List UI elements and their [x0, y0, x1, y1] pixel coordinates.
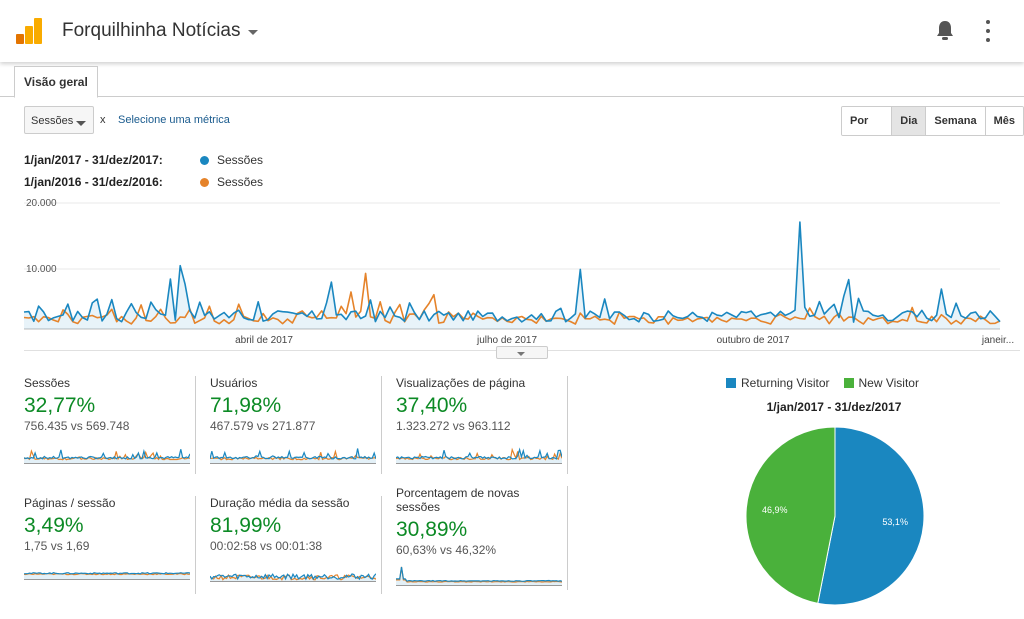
chevron-down-icon — [248, 29, 259, 35]
legend-series: Sessões — [217, 175, 264, 189]
metric-tile-pageviews[interactable]: Visualizações de página 37,40% 1.323.272… — [396, 376, 568, 474]
analytics-logo-icon — [16, 18, 42, 44]
metric-values: 756.435 vs 569.748 — [24, 419, 130, 433]
sparkline — [210, 448, 376, 464]
metric-change: 3,49% — [24, 514, 84, 537]
bell-icon[interactable] — [935, 20, 955, 42]
metric-values: 1.323.272 vs 963.112 — [396, 419, 511, 433]
legend-swatch — [843, 378, 854, 388]
metric-change: 32,77% — [24, 394, 96, 417]
sparkline-area — [24, 449, 190, 464]
visitor-type-pie-chart[interactable]: 53,1% 46,9% — [745, 426, 925, 606]
metric-values: 00:02:58 vs 00:01:38 — [210, 539, 323, 553]
y-tick-label: 10.000 — [26, 264, 57, 275]
sparkline — [24, 448, 190, 464]
x-tick-label: janeir... — [981, 335, 1014, 346]
metric-tile-avg-session-duration[interactable]: Duração média da sessão 81,99% 00:02:58 … — [210, 496, 382, 594]
pie-slice-label: 46,9% — [762, 505, 788, 515]
sparkline — [396, 447, 562, 464]
period-hour-button[interactable]: Por hora — [842, 107, 892, 135]
more-options-icon[interactable] — [980, 20, 996, 42]
metric-change: 81,99% — [210, 514, 282, 537]
metric-tile-users[interactable]: Usuários 71,98% 467.579 vs 271.877 — [210, 376, 382, 474]
period-month-button[interactable]: Mês — [984, 107, 1023, 135]
sparkline-current — [24, 448, 190, 460]
metric-tile-pages-per-session[interactable]: Páginas / sessão 3,49% 1,75 vs 1,69 — [24, 496, 196, 594]
property-selector[interactable]: Forquilhinha Notícias — [62, 20, 259, 42]
series-area-2017 — [24, 222, 1000, 329]
period-week-button[interactable]: Semana — [925, 107, 985, 135]
metric-change: 37,40% — [396, 394, 468, 417]
metric-values: 467.579 vs 271.877 — [210, 419, 316, 433]
legend-dot — [200, 155, 209, 165]
chart-collapse-handle[interactable] — [496, 346, 548, 359]
property-name: Forquilhinha Notícias — [62, 20, 241, 41]
legend-previous: 1/jan/2016 - 31/dez/2016: Sessões — [24, 175, 263, 189]
metric-values: 60,63% vs 46,32% — [396, 543, 497, 557]
legend-dot — [200, 177, 209, 187]
legend-swatch — [726, 378, 736, 388]
sparkline-current — [24, 572, 190, 575]
sparkline-area — [396, 567, 562, 586]
sparkline — [396, 566, 562, 586]
series-line-2017 — [23, 221, 1001, 323]
tab-bar: Visão geral — [0, 66, 1024, 98]
pie-legend: Returning Visitor New Visitor — [726, 376, 919, 390]
metric-select[interactable]: Sessões — [24, 106, 94, 134]
metric-name: Usuários — [210, 376, 258, 390]
sparkline-current — [396, 447, 562, 460]
sparkline — [24, 572, 190, 580]
pie-slice-returning-visitor[interactable] — [817, 426, 925, 606]
legend-series: Sessões — [217, 153, 264, 167]
x-tick-label: julho de 2017 — [476, 335, 537, 346]
period-toggle: Por hora Dia Semana Mês — [841, 106, 1024, 136]
metric-tile-sessions[interactable]: Sessões 32,77% 756.435 vs 569.748 — [24, 376, 196, 474]
metric-change: 30,89% — [396, 518, 468, 541]
pie-title: 1/jan/2017 - 31/dez/2017 — [766, 400, 902, 414]
metric-name: Duração média da sessão — [210, 496, 350, 510]
pie-slice-new-visitor[interactable] — [745, 426, 836, 604]
sparkline — [210, 572, 376, 582]
pie-slice-label: 53,1% — [882, 517, 908, 527]
y-tick-label: 20.000 — [26, 198, 57, 209]
tab-overview[interactable]: Visão geral — [14, 66, 98, 98]
legend-range: 1/jan/2016 - 31/dez/2016: — [24, 175, 163, 189]
sparkline-area — [210, 573, 376, 582]
chevron-down-icon — [76, 121, 86, 126]
x-tick-label: outubro de 2017 — [717, 335, 790, 346]
metric-values: 1,75 vs 1,69 — [24, 539, 90, 553]
sparkline-previous — [210, 573, 376, 581]
sparkline-previous — [396, 566, 562, 583]
x-tick-label: abril de 2017 — [235, 335, 293, 346]
top-bar: Forquilhinha Notícias — [0, 0, 1024, 62]
pie-legend-returning: Returning Visitor — [741, 376, 830, 390]
metric-tile-new-sessions[interactable]: Porcentagem de novas sessões 30,89% 60,6… — [396, 486, 568, 590]
metric-name: Sessões — [24, 376, 71, 390]
pie-legend-new: New Visitor — [858, 376, 919, 390]
select-metric-link[interactable]: Selecione uma métrica — [118, 114, 230, 126]
metric-change: 71,98% — [210, 394, 282, 417]
sparkline-current — [210, 572, 376, 581]
metric-name: Páginas / sessão — [24, 496, 116, 510]
sparkline-area — [210, 448, 376, 464]
chevron-down-icon — [517, 352, 525, 356]
legend-current: 1/jan/2017 - 31/dez/2017: Sessões — [24, 153, 263, 167]
metric-name: Porcentagem de novas sessões — [396, 486, 520, 514]
metric-name: Visualizações de página — [396, 376, 526, 390]
sessions-line-chart[interactable]: 20.000 10.000 abril de 2017 julho de 201… — [0, 194, 1024, 346]
metric-select-value: Sessões — [31, 115, 74, 127]
period-day-button[interactable]: Dia — [891, 107, 926, 135]
remove-metric-button[interactable]: x — [100, 114, 106, 126]
sparkline-current — [396, 566, 562, 582]
sparkline-current — [210, 448, 376, 460]
legend-range: 1/jan/2017 - 31/dez/2017: — [24, 153, 163, 167]
